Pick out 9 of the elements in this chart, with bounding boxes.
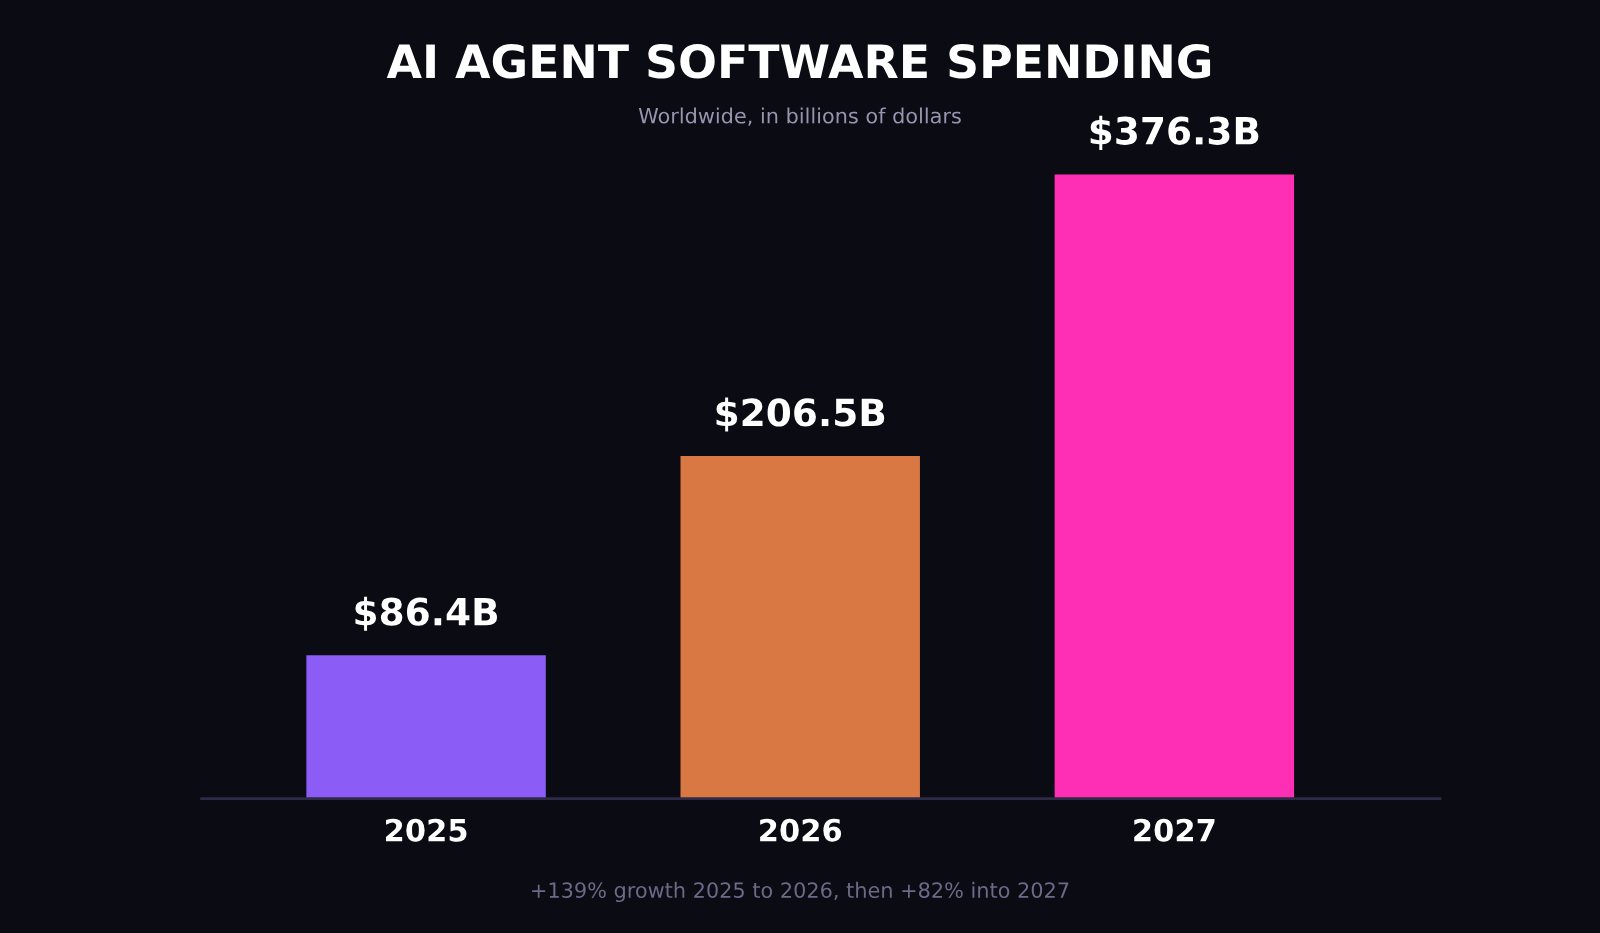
x-tick-label: 2025	[385, 818, 467, 842]
data-label: $86.4B	[355, 596, 498, 631]
data-label: $206.5B	[716, 397, 885, 432]
chart-subtitle: Worldwide, in billions of dollars	[638, 107, 961, 126]
data-label: $376.3B	[1090, 115, 1259, 150]
x-tick-label: 2026	[760, 818, 842, 842]
x-tick-label: 2027	[1134, 818, 1215, 842]
text: +139% growth 2025 to 2026, then +82% into 2027	[532, 881, 1069, 903]
chart-title: AI AGENT SOFTWARE SPENDING	[386, 43, 1211, 79]
